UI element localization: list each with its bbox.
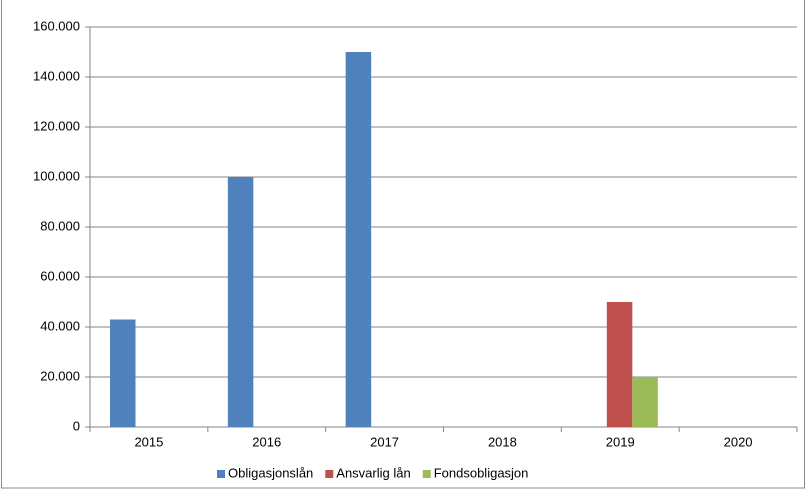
x-tick-label: 2020 xyxy=(724,434,753,449)
y-tick-label: 40.000 xyxy=(40,318,80,333)
legend-swatch xyxy=(217,470,225,478)
legend-label: Fondsobligasjon xyxy=(434,465,529,480)
bar xyxy=(110,319,136,427)
legend-swatch xyxy=(325,470,334,478)
x-tick-label: 2015 xyxy=(134,434,163,449)
bar xyxy=(227,177,254,427)
x-tick-label: 2016 xyxy=(252,434,281,449)
y-tick-label: 140.000 xyxy=(33,68,80,83)
x-tick-label: 2017 xyxy=(370,434,399,449)
bar xyxy=(345,52,372,427)
bar xyxy=(632,377,658,427)
y-tick-label: 100.000 xyxy=(33,168,80,183)
x-tick-label: 2019 xyxy=(606,434,635,449)
y-tick-label: 20.000 xyxy=(40,368,80,383)
legend-swatch xyxy=(422,470,431,478)
y-tick-label: 160.000 xyxy=(33,18,80,33)
y-tick-label: 60.000 xyxy=(40,268,80,283)
bar xyxy=(606,302,633,427)
legend-label: Obligasjonslån xyxy=(228,465,313,480)
x-tick-label: 2018 xyxy=(488,434,517,449)
y-tick-label: 80.000 xyxy=(40,218,80,233)
y-tick-label: 120.000 xyxy=(33,118,80,133)
legend-label: Ansvarlig lån xyxy=(336,465,410,480)
y-tick-label: 0 xyxy=(73,418,80,433)
